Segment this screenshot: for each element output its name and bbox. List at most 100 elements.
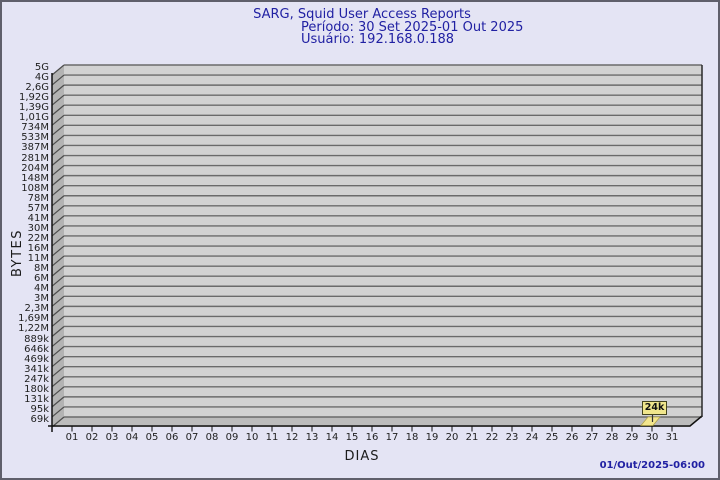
wall-tick (51, 195, 65, 207)
y-tick-label: 2,6G (25, 82, 49, 94)
x-tick-label: 29 (625, 432, 639, 443)
wall-tick (51, 104, 65, 116)
plot-background (64, 65, 702, 417)
wall-tick (51, 74, 65, 86)
y-tick-label: 30M (27, 222, 49, 234)
y-tick-label: 1,69M (18, 313, 49, 325)
wall-tick (51, 144, 65, 156)
wall-tick (51, 114, 65, 126)
generation-timestamp: 01/Out/2025-06:00 (599, 460, 705, 471)
x-tick-label: 14 (325, 432, 339, 443)
x-tick-label: 08 (205, 432, 219, 443)
y-tick-label: 1,92G (18, 92, 49, 104)
x-tick-label: 01 (65, 432, 79, 443)
chart-period-subtitle: Período: 30 Set 2025-01 Out 2025 (301, 20, 524, 35)
y-tick-label: 387M (21, 142, 49, 154)
wall-tick (51, 225, 65, 237)
x-tick-label: 23 (505, 432, 519, 443)
y-tick-label: 281M (21, 152, 49, 164)
y-tick-label: 41M (27, 212, 49, 224)
y-axis-title: BYTES (10, 228, 25, 278)
x-axis-line (48, 415, 703, 427)
y-tick-label: 4M (34, 283, 49, 295)
y-tick-label: 247k (24, 373, 49, 385)
wall-tick (51, 124, 65, 136)
wall-tick (51, 315, 65, 327)
y-tick-label: 131k (24, 393, 49, 405)
x-tick-label: 17 (385, 432, 399, 443)
wall-tick (51, 255, 65, 267)
x-tick-label: 10 (245, 432, 259, 443)
y-tick-label: 1,01G (18, 112, 49, 124)
x-tick-label: 24 (525, 432, 539, 443)
x-tick-label: 07 (185, 432, 199, 443)
x-tick-label: 09 (225, 432, 239, 443)
y-tick-label: 6M (34, 273, 49, 285)
x-axis-title: DIAS (344, 449, 380, 464)
y-tick-label: 2,3M (24, 303, 49, 315)
x-tick-label: 12 (285, 432, 299, 443)
y-tick-label: 180k (24, 383, 49, 395)
y-tick-label: 11M (27, 253, 49, 265)
x-tick-label: 15 (345, 432, 359, 443)
y-tick-label: 108M (21, 182, 49, 194)
wall-tick (51, 275, 65, 287)
x-tick-label: 22 (485, 432, 499, 443)
wall-tick (51, 155, 65, 166)
wall-tick (51, 346, 65, 358)
x-tick-label: 13 (305, 432, 319, 443)
y-tick-label: 95k (30, 403, 49, 415)
x-tick-label: 06 (165, 432, 179, 443)
y-tick-label: 734M (21, 122, 49, 134)
wall-tick (51, 396, 65, 408)
wall-3d (52, 65, 64, 427)
y-tick-label: 3M (34, 293, 49, 305)
y-tick-label: 4G (34, 72, 49, 84)
wall-tick (51, 366, 65, 378)
wall-tick (51, 376, 65, 388)
x-tick-label: 16 (365, 432, 379, 443)
wall-tick (51, 94, 65, 106)
x-tick-label: 18 (405, 432, 419, 443)
y-tick-label: 1,39G (18, 102, 49, 114)
x-tick-label: 21 (465, 432, 479, 443)
y-tick-label: 646k (24, 343, 49, 355)
wall-tick (51, 205, 65, 217)
wall-tick (51, 165, 65, 177)
x-tick-label: 30 (645, 432, 659, 443)
bar-day-30 (640, 416, 661, 426)
y-tick-label: 57M (27, 202, 49, 214)
x-tick-label: 28 (605, 432, 619, 443)
data-point-annotation-badge: 24k (642, 401, 667, 415)
x-tick-label: 05 (145, 432, 159, 443)
y-tick-label: 22M (27, 232, 49, 244)
x-tick-label: 02 (85, 432, 99, 443)
wall-tick (51, 336, 65, 348)
x-tick-label: 31 (665, 432, 679, 443)
wall-tick (51, 386, 65, 398)
y-tick-label: 1,22M (18, 323, 49, 335)
wall-tick (51, 326, 65, 337)
y-tick-label: 78M (27, 192, 49, 204)
chart-title: SARG, Squid User Access Reports (253, 7, 471, 22)
wall-tick (51, 295, 65, 307)
wall-tick (51, 215, 65, 227)
wall-tick (51, 285, 65, 297)
x-tick-label: 27 (585, 432, 599, 443)
x-tick-label: 20 (445, 432, 459, 443)
wall-tick (51, 406, 65, 418)
chart-user-subtitle: Usuário: 192.168.0.188 (301, 32, 455, 47)
wall-tick (51, 134, 65, 146)
x-tick-label: 26 (565, 432, 579, 443)
floor-3d (52, 417, 702, 427)
y-tick-label: 5G (34, 62, 49, 73)
y-tick-label: 204M (21, 162, 49, 174)
wall-tick (51, 64, 65, 76)
wall-tick (51, 175, 65, 187)
wall-tick (51, 356, 65, 368)
x-tick-label: 04 (125, 432, 139, 443)
x-tick-label: 19 (425, 432, 439, 443)
y-tick-label: 8M (34, 263, 49, 275)
